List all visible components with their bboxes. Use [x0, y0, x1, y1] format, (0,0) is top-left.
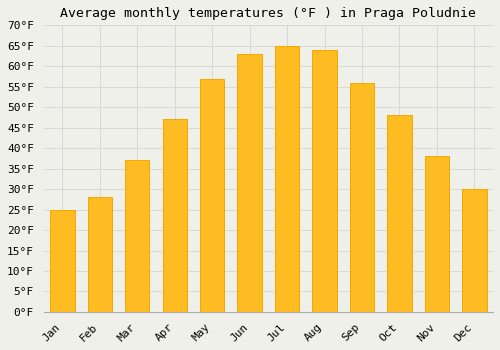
Bar — [162, 119, 187, 312]
Bar — [125, 160, 150, 312]
Bar — [275, 46, 299, 312]
Bar — [462, 189, 486, 312]
Bar — [350, 83, 374, 312]
Bar — [50, 210, 74, 312]
Title: Average monthly temperatures (°F ) in Praga Poludnie: Average monthly temperatures (°F ) in Pr… — [60, 7, 476, 20]
Bar — [200, 78, 224, 312]
Bar — [312, 50, 336, 312]
Bar — [238, 54, 262, 312]
Bar — [88, 197, 112, 312]
Bar — [388, 116, 411, 312]
Bar — [424, 156, 449, 312]
